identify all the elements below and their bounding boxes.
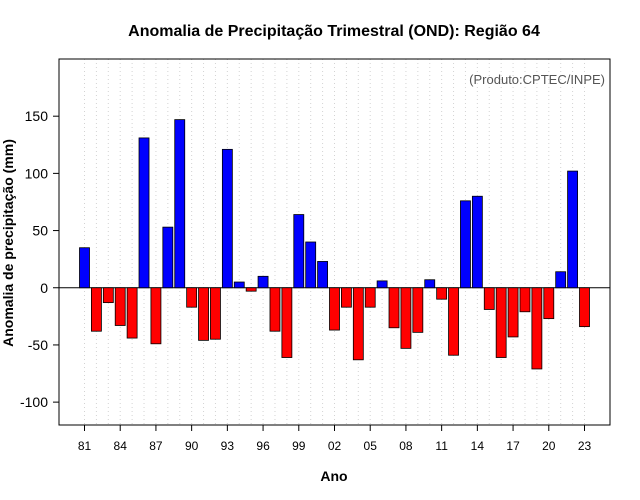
bar-2021 [555,271,567,289]
chart-title: Anomalia de Precipitação Trimestral (OND… [128,23,540,40]
vertical-grid-lines [84,59,585,425]
y-tick-label: 100 [25,165,49,181]
bar-2011 [436,287,448,300]
bar-2005 [364,287,376,308]
bar-2009 [412,287,424,333]
bar-2015 [483,287,495,310]
y-axis-title: Anomalia de precipitação (mm) [0,139,16,347]
bar-1986 [138,137,150,289]
bar-1994 [233,281,245,289]
bar-1998 [281,287,293,358]
bar-2019 [531,287,543,370]
x-tick-label: 93 [221,439,235,453]
x-tick-label: 02 [328,439,342,453]
bar-1997 [269,287,281,332]
bar-2008 [400,287,412,349]
bar-2022 [567,170,578,289]
x-tick-label: 05 [364,439,378,453]
bar-1992 [210,287,221,340]
bar-2023 [579,287,590,328]
bars-group [79,119,590,370]
bar-2004 [352,287,364,361]
bar-2018 [519,287,531,313]
x-tick-label: 99 [292,439,306,453]
x-tick-label: 90 [185,439,199,453]
bar-2000 [305,241,317,289]
bar-1981 [79,247,90,289]
x-axis: 81 84 87 90 93 96 99 02 05 08 11 14 17 20 23 [78,425,592,453]
x-tick-label: 20 [542,439,556,453]
bar-1993 [221,148,233,289]
bar-1999 [293,214,305,289]
x-tick-label: 23 [578,439,592,453]
bar-1983 [102,287,114,304]
bar-2012 [448,287,459,356]
y-axis: -100 -50 0 50 100 150 [20,108,59,410]
bar-2002 [329,287,340,331]
bar-2001 [317,261,328,289]
bar-2003 [341,287,352,308]
x-tick-label: 84 [114,439,128,453]
x-tick-label: 11 [435,439,448,453]
x-tick-label: 81 [78,439,92,453]
bar-2007 [388,287,400,329]
x-tick-label: 14 [471,439,485,453]
y-tick-label: 0 [40,280,48,296]
bar-2013 [460,200,471,289]
x-tick-label: 17 [506,439,520,453]
bar-2016 [495,287,507,358]
y-tick-label: -50 [28,337,48,353]
bar-1984 [114,287,126,326]
y-tick-label: 150 [25,108,49,124]
bar-2010 [424,279,436,289]
y-tick-label: 50 [32,223,48,239]
x-tick-label: 08 [399,439,413,453]
bar-1990 [186,287,198,308]
bar-2017 [507,287,519,338]
bar-1996 [257,275,269,289]
bar-1989 [174,119,186,289]
bar-2014 [471,195,483,289]
bar-1995 [245,287,257,292]
x-axis-title: Ano [320,468,347,484]
bar-1982 [91,287,102,332]
y-tick-label: -100 [20,394,48,410]
bar-1985 [126,287,138,339]
credit-annotation: (Produto:CPTEC/INPE) [469,72,605,87]
x-tick-label: 96 [256,439,270,453]
bar-1988 [162,226,174,289]
bar-1991 [198,287,209,341]
x-tick-label: 87 [149,439,163,453]
bar-1987 [150,287,162,345]
bar-2020 [543,287,555,320]
bar-2006 [376,280,388,289]
